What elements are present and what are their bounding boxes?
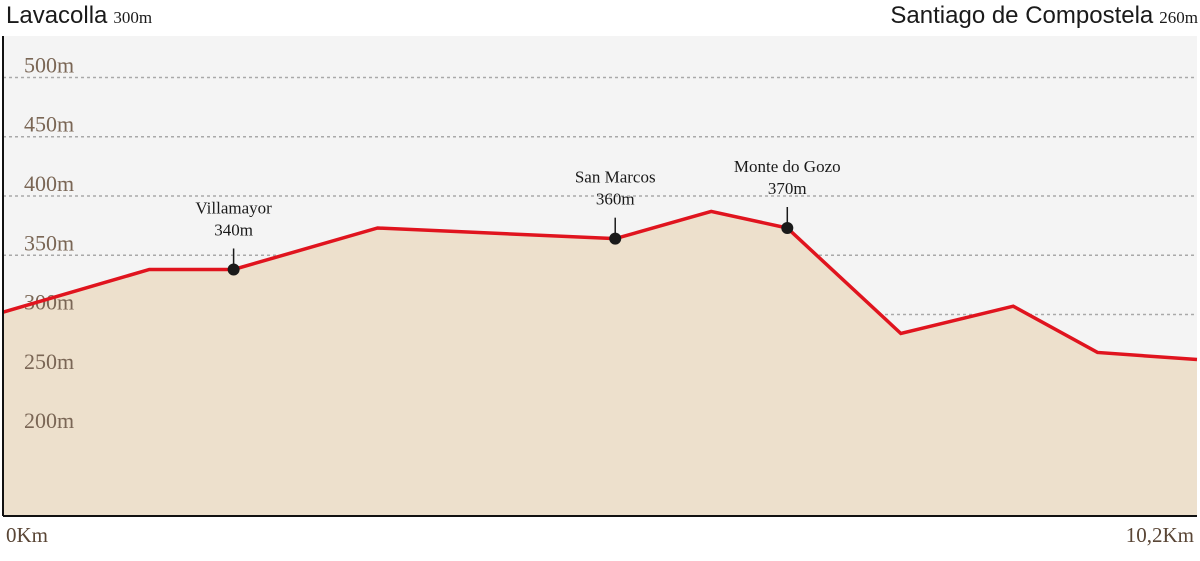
start-place-altitude: 300m [113, 8, 153, 27]
elevation-area [3, 211, 1197, 516]
y-tick-label: 450m [24, 112, 74, 137]
x-tick-label: 10,2Km [1126, 523, 1194, 547]
y-tick-label: 400m [24, 171, 74, 196]
points-of-interest-layer: Villamayor 340m San Marcos 360m Monte do Goz… [195, 157, 841, 276]
end-place-altitude: 260m [1159, 8, 1198, 27]
start-place-title: Lavacolla 300m [6, 2, 152, 30]
poi-marker [609, 232, 622, 245]
y-tick-label: 200m [24, 408, 74, 433]
poi-altitude-label: 370m [768, 179, 807, 198]
end-place-name: Santiago de Compostela [890, 2, 1154, 29]
y-tick-label: 250m [24, 349, 74, 374]
poi-altitude-label: 360m [596, 190, 635, 209]
poi-name-label: Villamayor [195, 198, 272, 217]
poi-marker [227, 263, 240, 276]
poi-marker [781, 222, 794, 234]
poi-name-label: San Marcos [575, 168, 656, 187]
x-tick-label: 0Km [6, 523, 48, 547]
start-place-name: Lavacolla [6, 2, 108, 29]
axes-layer [2, 36, 1197, 517]
elevation-area-layer [3, 211, 1197, 516]
poi-altitude-label: 340m [214, 220, 253, 239]
end-place-title: Santiago de Compostela 260m [890, 2, 1198, 30]
elevation-line [2, 209, 1198, 362]
y-tick-label: 350m [24, 230, 74, 255]
y-tick-label: 500m [24, 52, 74, 77]
elevation-line-layer [2, 209, 1198, 362]
poi-name-label: Monte do Gozo [734, 157, 841, 176]
x-tick-labels-layer: 0Km 10,2Km [6, 523, 1194, 547]
